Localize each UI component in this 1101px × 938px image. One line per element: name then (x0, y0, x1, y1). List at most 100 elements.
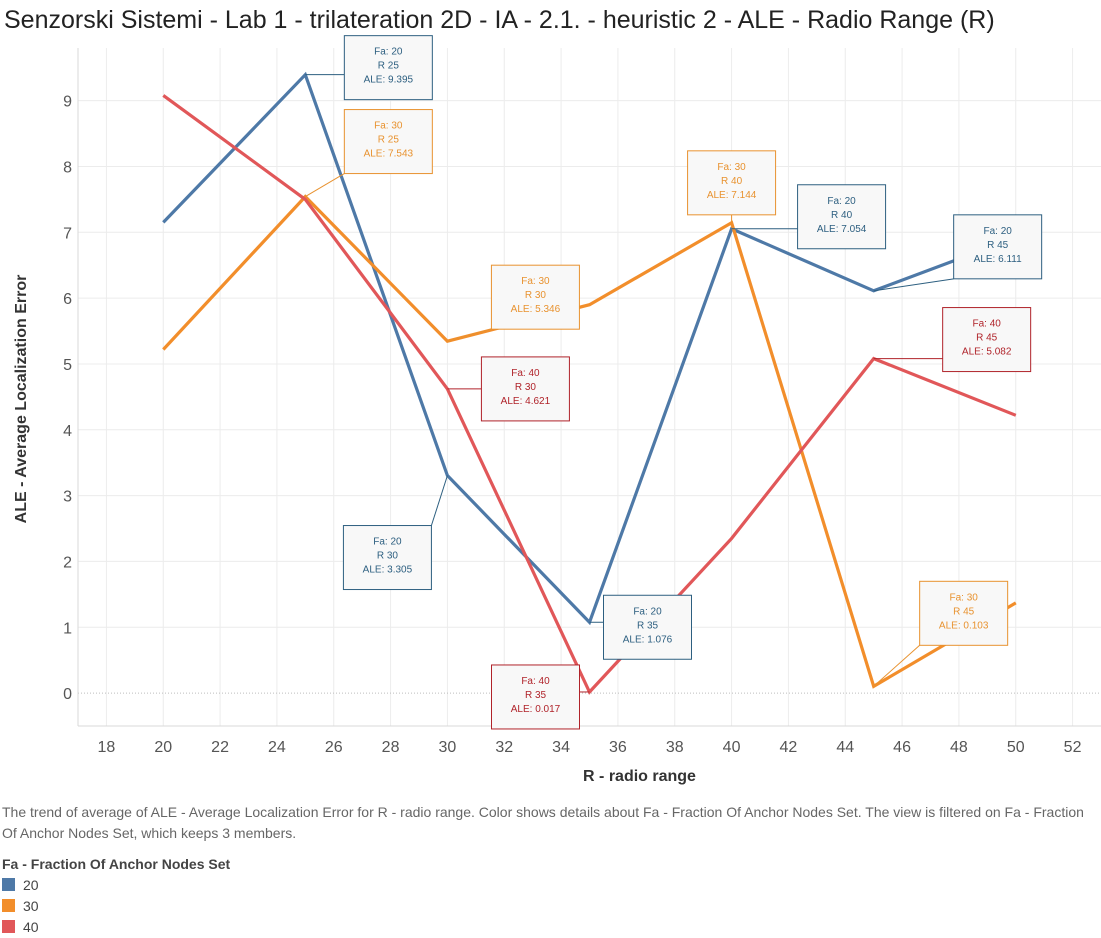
series-line-fa-20[interactable] (162, 71, 1017, 626)
annotation-box (953, 214, 1043, 280)
annotation-fa40-r35: Fa: 40 R 35 ALE: 0.017 (491, 664, 590, 730)
x-tick-label: 38 (666, 739, 684, 756)
annotation-fa20-r45: Fa: 20 R 45 ALE: 6.111 (873, 214, 1043, 292)
x-tick-label: 50 (1007, 739, 1025, 756)
annotation-box (343, 109, 433, 175)
annotation-fa20-r25: Fa: 20 R 25 ALE: 9.395 (305, 35, 433, 101)
annotation-text: Fa: 30 (374, 121, 403, 132)
annotation-fa30-r25: Fa: 30 R 25 ALE: 7.543 (305, 109, 433, 197)
x-tick-label: 18 (98, 739, 116, 756)
annotation-box (687, 150, 777, 216)
x-tick-label: 36 (609, 739, 627, 756)
annotation-text: R 45 (953, 606, 975, 617)
annotation-text: ALE: 7.543 (364, 149, 414, 160)
annotation-text: R 25 (378, 61, 400, 72)
annotation-text: R 35 (637, 620, 659, 631)
annotation-fa20-r35: Fa: 20 R 35 ALE: 1.076 (589, 594, 692, 660)
y-tick-label: 1 (63, 620, 72, 637)
annotation-text: Fa: 40 (521, 676, 550, 687)
annotation-text: Fa: 40 (972, 319, 1001, 330)
annotation-text: R 30 (525, 290, 547, 301)
annotation-box (797, 184, 887, 250)
annotation-text: R 25 (378, 135, 400, 146)
x-tick-label: 44 (836, 739, 854, 756)
y-tick-label: 3 (63, 489, 72, 506)
annotation-fa30-r40: Fa: 30 R 40 ALE: 7.144 (687, 150, 777, 223)
annotation-text: ALE: 6.111 (974, 254, 1022, 265)
annotation-text: R 30 (377, 551, 399, 562)
annotation-text: Fa: 20 (373, 537, 402, 548)
annotation-text: Fa: 20 (983, 226, 1012, 237)
annotation-text: ALE: 0.103 (939, 620, 989, 631)
series-line-fa-30[interactable] (162, 194, 1017, 689)
annotation-box (919, 580, 1009, 646)
annotation-box (942, 307, 1032, 373)
y-tick-label: 5 (63, 357, 72, 374)
legend-swatch-30 (2, 899, 15, 912)
annotation-fa30-r45: Fa: 30 R 45 ALE: 0.103 (873, 580, 1009, 687)
legend-item-20[interactable]: 20 (2, 874, 230, 895)
annotation-text: ALE: 7.054 (817, 224, 867, 235)
annotation-text: R 35 (525, 690, 547, 701)
annotation-text: ALE: 0.017 (511, 704, 561, 715)
legend-item-40[interactable]: 40 (2, 916, 230, 937)
annotation-leader (873, 278, 954, 292)
x-tick-label: 46 (893, 739, 911, 756)
x-tick-label: 22 (211, 739, 229, 756)
annotation-leader (305, 173, 345, 197)
annotation-box (342, 525, 432, 591)
line-chart: 18 20 22 24 26 28 30 32 34 36 38 40 42 44 46 48 50 520123… (13, 35, 1101, 785)
x-tick-label: 42 (780, 739, 798, 756)
annotation-fa40-r30: Fa: 40 R 30 ALE: 4.621 (447, 356, 570, 422)
annotation-text: Fa: 20 (633, 606, 662, 617)
x-tick-label: 34 (552, 739, 570, 756)
x-tick-label: 26 (325, 739, 343, 756)
annotation-text: ALE: 9.395 (364, 75, 414, 86)
chart-caption: The trend of average of ALE - Average Lo… (2, 804, 1084, 841)
annotation-leader (447, 328, 492, 342)
annotation-leader (873, 644, 920, 687)
annotation-leader (430, 475, 448, 526)
axes: 18 20 22 24 26 28 30 32 34 36 38 40 42 44 46 48 50 520123… (13, 48, 1101, 785)
legend-label-20: 20 (23, 876, 39, 893)
annotation-text: Fa: 30 (717, 162, 746, 173)
annotation-box (343, 35, 433, 101)
chart-title: Senzorski Sistemi - Lab 1 - trilateratio… (4, 6, 995, 34)
annotation-text: Fa: 30 (521, 276, 550, 287)
y-tick-label: 6 (63, 291, 72, 308)
annotation-text: R 40 (721, 176, 743, 187)
y-tick-label: 0 (63, 686, 72, 703)
x-tick-label: 24 (268, 739, 286, 756)
annotation-fa30-r30: Fa: 30 R 30 ALE: 5.346 (447, 264, 580, 342)
legend-item-30[interactable]: 30 (2, 895, 230, 916)
x-tick-label: 30 (439, 739, 457, 756)
annotation-text: ALE: 1.076 (623, 634, 673, 645)
annotation-text: Fa: 20 (374, 47, 403, 58)
x-tick-label: 48 (950, 739, 968, 756)
x-tick-label: 52 (1064, 739, 1082, 756)
series-lines (162, 71, 1017, 695)
annotation-text: R 45 (976, 333, 998, 344)
legend-swatch-40 (2, 920, 15, 933)
annotation-text: R 30 (515, 382, 537, 393)
y-tick-label: 9 (63, 94, 72, 111)
annotation-box (603, 594, 692, 660)
annotation-text: ALE: 3.305 (363, 565, 413, 576)
x-tick-label: 32 (495, 739, 513, 756)
annotation-fa20-r30: Fa: 20 R 30 ALE: 3.305 (342, 475, 448, 591)
legend-swatch-20 (2, 878, 15, 891)
legend-label-30: 30 (23, 897, 39, 914)
annotation-text: ALE: 4.621 (501, 396, 551, 407)
annotation-text: Fa: 20 (827, 196, 856, 207)
annotation-text: ALE: 5.082 (962, 347, 1012, 358)
annotations: Fa: 20 R 25 ALE: 9.395 Fa: 30 R 25 ALE: 7.543… (305, 35, 1043, 730)
x-tick-label: 20 (154, 739, 172, 756)
y-tick-label: 4 (63, 423, 72, 440)
y-tick-label: 8 (63, 159, 72, 176)
annotation-fa20-r40: Fa: 20 R 40 ALE: 7.054 (731, 184, 887, 250)
annotation-text: ALE: 7.144 (707, 190, 757, 201)
series-line-fa-40[interactable] (162, 94, 1017, 695)
annotation-text: Fa: 30 (949, 592, 978, 603)
y-axis-title: ALE - Average Localization Error (13, 275, 30, 524)
legend-title: Fa - Fraction Of Anchor Nodes Set (2, 856, 231, 872)
